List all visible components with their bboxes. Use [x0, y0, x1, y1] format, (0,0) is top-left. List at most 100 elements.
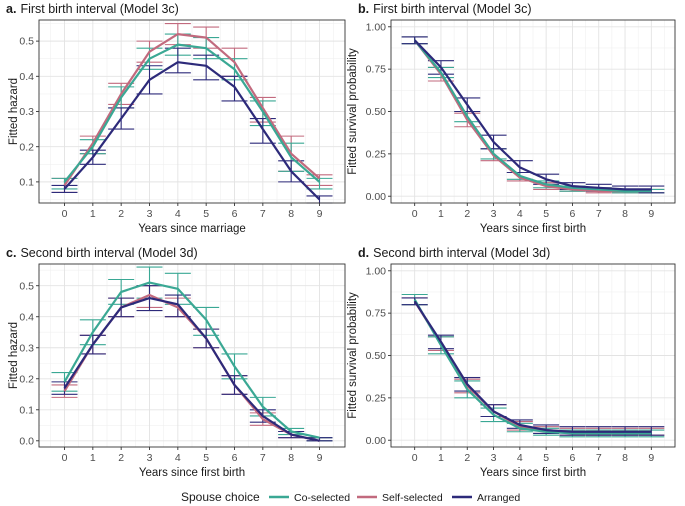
y-axis-label-c: Fitted hazard [8, 322, 20, 389]
x-axis-label-b: Years since first birth [480, 223, 586, 235]
x-tick-label: 3 [147, 452, 153, 464]
y-tick-label: 0.1 [19, 404, 34, 416]
legend-label-self-selected: Self-selected [382, 492, 443, 504]
legend-title: Spouse choice [181, 490, 260, 504]
series-line-arranged-a [63, 61, 321, 201]
series-line-arranged-d [413, 300, 652, 433]
x-tick-label: 5 [203, 452, 209, 464]
y-tick-label: 0.25 [366, 148, 387, 160]
x-tick-label: 2 [464, 208, 470, 220]
x-tick-label: 8 [622, 452, 628, 464]
y-tick-label: 0.1 [19, 176, 34, 188]
panel-c: 0.0 0.1 0.2 0.3 0.4 0.5 0 1 2 3 4 5 6 7 8 9 Years since … [6, 246, 346, 479]
x-axis-label-c: Years since first birth [139, 467, 245, 479]
x-tick-label: 4 [175, 208, 181, 220]
y-axis-label-a: Fitted hazard [8, 78, 20, 145]
panel-title-text-d: Second birth interval (Model 3d) [373, 246, 550, 260]
x-tick-label: 4 [517, 452, 523, 464]
y-tick-label: 0.00 [366, 435, 387, 447]
series-line-co-selected-a [63, 43, 321, 183]
x-tick-label: 5 [543, 452, 549, 464]
y-tick-label: 0.50 [366, 350, 387, 362]
x-tick-label: 4 [517, 208, 523, 220]
x-tick-label: 4 [175, 452, 181, 464]
y-tick-label: 0.4 [19, 311, 34, 323]
panel-letter-b: b. [358, 2, 369, 16]
panel-letter-a: a. [6, 2, 16, 16]
y-tick-label: 0.50 [366, 106, 387, 118]
x-tick-label: 0 [412, 452, 418, 464]
x-axis-label-a: Years since marriage [138, 223, 246, 235]
y-tick-label: 0.5 [19, 280, 34, 292]
x-tick-label: 8 [288, 208, 294, 220]
x-tick-label: 5 [203, 208, 209, 220]
x-tick-label: 8 [622, 208, 628, 220]
panel-title-b: b. First birth interval (Model 3c) [358, 2, 531, 16]
panel-title-text-c: Second birth interval (Model 3d) [20, 246, 197, 260]
x-tick-label: 2 [118, 208, 124, 220]
panel-letter-c: c. [6, 246, 16, 260]
panel-title-d: d. Second birth interval (Model 3d) [358, 246, 550, 260]
x-tick-label: 9 [648, 208, 654, 220]
series-line-arranged-c [63, 297, 320, 442]
x-tick-label: 9 [317, 208, 323, 220]
y-tick-label: 0.75 [366, 64, 387, 76]
x-tick-label: 7 [260, 452, 266, 464]
panel-a: 0.1 0.2 0.3 0.4 0.5 0 1 2 3 4 5 6 7 8 9 Years since mar… [6, 2, 346, 235]
x-tick-label: 0 [62, 452, 68, 464]
series-line-arranged-b [413, 39, 652, 191]
panel-letter-d: d. [358, 246, 369, 260]
panel-d: 0.00 0.25 0.50 0.75 1.00 0 1 2 3 4 5 6 7 8 9 Years sinc… [347, 246, 676, 479]
x-tick-label: 3 [491, 208, 497, 220]
y-axis-label-d: Fitted survival probability [347, 292, 359, 419]
y-tick-label: 1.00 [366, 265, 387, 277]
x-tick-label: 3 [147, 208, 153, 220]
x-tick-label: 5 [543, 208, 549, 220]
y-tick-label: 0.3 [19, 106, 34, 118]
y-tick-label: 0.25 [366, 392, 387, 404]
x-tick-label: 0 [412, 208, 418, 220]
legend: Spouse choice Co-selected Self-selected … [181, 490, 520, 504]
x-tick-label: 3 [491, 452, 497, 464]
legend-label-arranged: Arranged [477, 492, 520, 504]
y-tick-label: 1.00 [366, 21, 387, 33]
legend-label-co-selected: Co-selected [294, 492, 350, 504]
y-tick-label: 0.5 [19, 36, 34, 48]
y-tick-label: 0.4 [19, 71, 34, 83]
panel-title-a: a. First birth interval (Model 3c) [6, 2, 179, 16]
y-tick-label: 0.0 [19, 435, 34, 447]
x-tick-label: 9 [648, 452, 654, 464]
x-tick-label: 6 [232, 208, 238, 220]
y-tick-label: 0.2 [19, 373, 34, 385]
y-tick-label: 0.00 [366, 191, 387, 203]
x-tick-label: 7 [596, 208, 602, 220]
panel-title-text-b: First birth interval (Model 3c) [373, 2, 531, 16]
panel-title-c: c. Second birth interval (Model 3d) [6, 246, 198, 260]
x-tick-label: 6 [570, 208, 576, 220]
x-tick-label: 8 [288, 452, 294, 464]
panel-title-text-a: First birth interval (Model 3c) [20, 2, 178, 16]
y-tick-label: 0.3 [19, 342, 34, 354]
series-line-self-selected-a [63, 32, 321, 187]
x-tick-label: 1 [90, 452, 96, 464]
series-line-co-selected-c [63, 281, 320, 439]
x-tick-label: 1 [90, 208, 96, 220]
series-line-co-selected-d [413, 299, 652, 435]
panel-b: 0.00 0.25 0.50 0.75 1.00 0 1 2 3 4 5 6 7 8 9 Years sinc… [347, 2, 676, 235]
x-tick-label: 9 [317, 452, 323, 464]
x-tick-label: 1 [438, 208, 444, 220]
y-tick-label: 0.75 [366, 308, 387, 320]
x-tick-label: 0 [62, 208, 68, 220]
x-tick-label: 2 [464, 452, 470, 464]
x-tick-label: 6 [232, 452, 238, 464]
x-tick-label: 7 [260, 208, 266, 220]
series-line-co-selected-b [413, 39, 652, 193]
plot-border-c [38, 263, 346, 448]
x-tick-label: 1 [438, 452, 444, 464]
x-axis-label-d: Years since first birth [480, 467, 586, 479]
x-tick-label: 7 [596, 452, 602, 464]
x-tick-label: 2 [118, 452, 124, 464]
y-axis-label-b: Fitted survival probability [347, 48, 359, 175]
